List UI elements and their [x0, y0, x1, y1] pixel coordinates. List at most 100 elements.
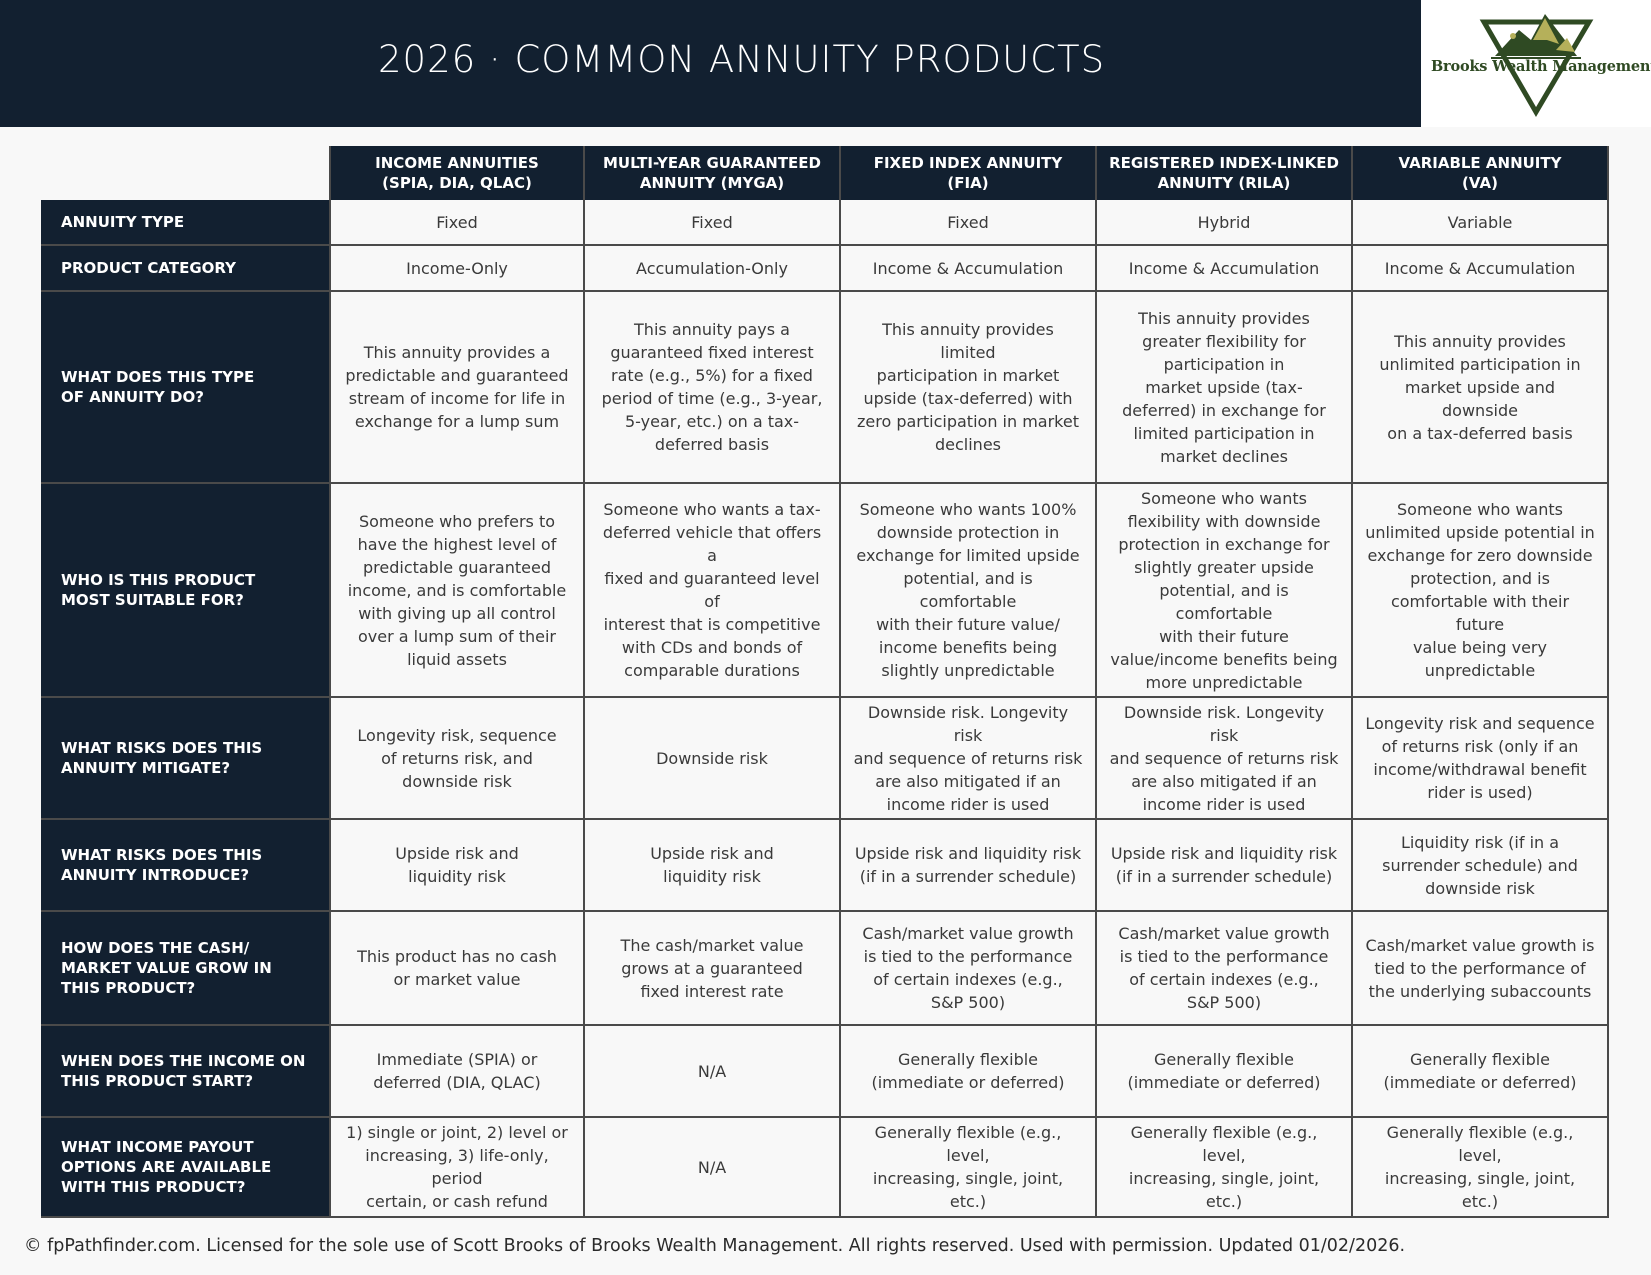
cell-text-line: Downside risk — [656, 748, 768, 768]
cell-text-line: This annuity provides — [1394, 331, 1566, 351]
cell-text-line: S&P 500) — [930, 993, 1006, 1012]
cell-text-line: and sequence of returns risk — [853, 748, 1083, 768]
cell-text-line: of certain indexes (e.g., — [1129, 970, 1319, 989]
page-title: 2026 · COMMON ANNUITY PRODUCTS — [378, 38, 1106, 81]
table-cell: Fixed — [585, 200, 841, 246]
cell-text-line: with their future — [1159, 626, 1289, 646]
cell-text-line: limited participation in — [1133, 423, 1315, 443]
table-cell: Generally flexible (immediate or deferred… — [1353, 1026, 1609, 1118]
cell-text-line: on a tax-deferred basis — [1387, 423, 1573, 443]
table-cell: Generally flexible (e.g., level, increasi… — [841, 1118, 1097, 1218]
table-cell: This annuity provides unlimited participa… — [1353, 292, 1609, 484]
row-header-line: ANNUITY INTRODUCE? — [61, 866, 250, 884]
table-cell: Income & Accumulation — [1097, 246, 1353, 292]
table-cell: This annuity pays a guaranteed fixed inte… — [585, 292, 841, 484]
cell-text-line: Generally flexible — [897, 1050, 1039, 1069]
column-header-line: ANNUITY (MYGA) — [639, 174, 785, 192]
row-header-line: WHAT RISKS DOES THIS — [61, 739, 263, 757]
cell-text-line: Someone who wants — [1141, 488, 1307, 508]
cell-text-line: (if in a surrender schedule) — [859, 867, 1077, 886]
cell-text-line: Downside risk. Longevity risk — [1123, 702, 1325, 745]
table-cell: Variable — [1353, 200, 1609, 246]
cell-text-line: protection in exchange for — [1118, 534, 1330, 554]
cell-text-line: with CDs and bonds of — [621, 638, 803, 657]
row-header-line: ANNUITY MITIGATE? — [61, 759, 231, 777]
mountain-logo-icon — [1479, 14, 1594, 117]
cell-text-line: S&P 500) — [1186, 993, 1262, 1012]
cell-text-line: downside risk — [1425, 878, 1535, 898]
column-header-myga: MULTI-YEAR GUARANTEED ANNUITY (MYGA) — [585, 146, 841, 200]
cell-text-line: income benefits being — [878, 638, 1058, 657]
cell-text-line: comfortable with their future — [1390, 592, 1570, 634]
logo-text: Brooks Wealth Management — [1431, 58, 1651, 75]
row-header-line: WHO IS THIS PRODUCT — [61, 571, 256, 589]
cell-text-line: slightly greater upside — [1134, 557, 1314, 577]
cell-text-line: protection, and is — [1410, 569, 1550, 588]
table-cell: Generally flexible (e.g., level, increasi… — [1097, 1118, 1353, 1218]
cell-text-line: grows at a guaranteed — [621, 958, 803, 978]
cell-text-line: exchange for limited upside — [856, 546, 1080, 565]
cell-text-line: Upside risk and liquidity risk — [854, 844, 1082, 863]
cell-text-line: declines — [934, 435, 1001, 454]
column-header-line: INCOME ANNUITIES — [375, 154, 539, 172]
cell-text-line: downside risk — [402, 771, 512, 791]
cell-text-line: Cash/market value growth is — [1365, 935, 1595, 955]
cell-text-line: income rider is used — [1142, 794, 1306, 814]
table-cell: Upside risk and liquidity risk (if in a s… — [841, 820, 1097, 912]
row-header: HOW DOES THE CASH/MARKET VALUE GROW IN TH… — [41, 912, 329, 1026]
table-cell: This annuity provides a predictable and g… — [329, 292, 585, 484]
cell-text-line: (immediate or deferred) — [1127, 1073, 1321, 1092]
cell-text-line: increasing, 3) life-only, period — [365, 1146, 549, 1188]
cell-text-line: market upside and downside — [1404, 377, 1556, 420]
cell-text: Income & Accumulation — [1128, 258, 1320, 278]
cell-text-line: of returns risk, and — [381, 748, 533, 768]
column-header-line: ANNUITY (RILA) — [1157, 174, 1291, 192]
cell-text: Income & Accumulation — [1384, 258, 1576, 278]
table-cell: Someone who wants unlimited upside potent… — [1353, 484, 1609, 698]
cell-text-line: 5-year, etc.) on a tax- — [624, 412, 800, 431]
row-header-line: OF ANNUITY DO? — [61, 388, 204, 406]
table-cell: Fixed — [329, 200, 585, 246]
cell-text-line: Someone who wants 100% — [859, 500, 1077, 519]
row-header-line: THIS PRODUCT START? — [61, 1072, 254, 1090]
row-header: WHAT INCOME PAYOUT OPTIONS ARE AVAILABLE W… — [41, 1118, 329, 1218]
cell-text-line: income, and is comfortable — [347, 580, 567, 600]
cell-text-line: Generally flexible (e.g., level, — [1386, 1123, 1574, 1165]
cell-text-line: fixed interest rate — [640, 981, 784, 1001]
cell-text-line: surrender schedule) and — [1382, 855, 1578, 875]
table-cell: Upside risk and liquidity risk — [329, 820, 585, 912]
cell-text-line: more unpredictable — [1145, 672, 1303, 692]
cell-text-line: increasing, single, joint, etc.) — [872, 1169, 1064, 1211]
table-cell: Income-Only — [329, 246, 585, 292]
cell-text-line: unlimited participation in — [1379, 354, 1581, 374]
cell-text-line: Someone who prefers to — [358, 511, 556, 531]
table-cell: Fixed — [841, 200, 1097, 246]
table-cell: Someone who prefers to have the highest l… — [329, 484, 585, 698]
cell-text-line: flexibility with downside — [1127, 511, 1321, 531]
cell-text-line: increasing, single, joint, etc.) — [1384, 1169, 1576, 1211]
table-cell: Income & Accumulation — [841, 246, 1097, 292]
row-header: WHAT DOES THIS TYPE OF ANNUITY DO? — [41, 292, 329, 484]
row-header-line: MARKET VALUE GROW IN — [61, 959, 272, 977]
row-header-line: WHAT INCOME PAYOUT — [61, 1138, 254, 1156]
cell-text-line: comparable durations — [624, 661, 800, 680]
column-header-income-annuities: INCOME ANNUITIES (SPIA, DIA, QLAC) — [329, 146, 585, 200]
table-cell: Generally flexible (immediate or deferred… — [841, 1026, 1097, 1118]
cell-text: Accumulation-Only — [636, 258, 788, 278]
cell-text-line: are also mitigated if an — [1131, 771, 1317, 791]
cell-text-line: market upside (tax- — [1145, 377, 1303, 397]
cell-text-line: is tied to the performance — [863, 947, 1073, 966]
table-cell: Downside risk. Longevity risk and sequenc… — [1097, 698, 1353, 820]
cell-text-line: Cash/market value growth — [862, 924, 1074, 943]
row-header: WHO IS THIS PRODUCT MOST SUITABLE FOR? — [41, 484, 329, 698]
cell-text-line: Upside risk and — [395, 844, 519, 863]
column-header-line: MULTI-YEAR GUARANTEED — [602, 154, 822, 172]
row-header-line: HOW DOES THE CASH/ — [61, 939, 250, 957]
column-header-line: (VA) — [1462, 174, 1498, 192]
cell-text-line: Downside risk. Longevity risk — [867, 702, 1069, 745]
table-cell: Downside risk. Longevity risk and sequenc… — [841, 698, 1097, 820]
cell-text-line: the underlying subaccounts — [1368, 981, 1592, 1001]
cell-text-line: Immediate (SPIA) or — [376, 1050, 538, 1069]
cell-text-line: certain, or cash refund — [366, 1192, 548, 1211]
cell-text-line: Generally flexible — [1153, 1050, 1295, 1069]
